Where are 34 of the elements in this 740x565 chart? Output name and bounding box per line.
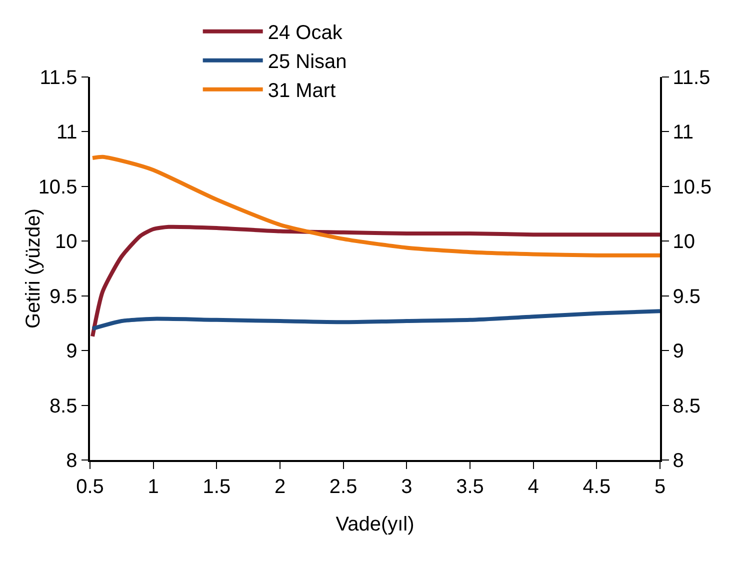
y-tick-label: 11 — [56, 122, 78, 144]
legend-label: 24 Ocak — [268, 22, 344, 44]
y2-tick-label: 11 — [672, 122, 694, 144]
y-tick-label: 9.5 — [49, 286, 78, 308]
legend-label: 25 Nisan — [268, 51, 347, 74]
y2-tick-label: 11.5 — [672, 67, 710, 89]
y2-tick-label: 8.5 — [672, 395, 701, 418]
y-tick-label: 10 — [55, 231, 78, 254]
y2-tick-label: 8 — [672, 450, 684, 472]
y-tick-label: 11.5 — [40, 67, 78, 89]
line-series — [90, 309, 660, 331]
y-tick-label: 10.5 — [38, 176, 78, 198]
y2-tick-label: 9.5 — [672, 286, 701, 308]
x-axis-title: Vade(yıl) — [336, 514, 414, 536]
y-tick-label: 8 — [66, 450, 78, 472]
y-tick-label: 9 — [66, 340, 78, 363]
y2-tick-label: 10.5 — [672, 176, 712, 198]
line-series — [90, 154, 660, 258]
x-tick-label: 1 — [148, 476, 159, 498]
y-axis-title: Getiri (yüzde) — [22, 208, 44, 329]
x-tick-label: 1.5 — [202, 476, 231, 498]
x-tick-label: 2 — [274, 476, 286, 498]
y2-tick-label: 9 — [672, 340, 684, 363]
y2-tick-label: 10 — [672, 231, 695, 254]
line-series — [90, 224, 660, 338]
legend-label: 31 Mart — [268, 80, 336, 102]
x-tick-label: 2.5 — [329, 476, 358, 498]
x-tick-label: 4 — [528, 476, 539, 498]
x-tick-label: 0.5 — [76, 476, 104, 498]
x-tick-label: 4.5 — [582, 476, 611, 498]
x-tick-label: 5 — [654, 476, 666, 498]
x-tick-label: 3.5 — [456, 476, 484, 498]
x-tick-label: 3 — [401, 476, 412, 498]
y-tick-label: 8.5 — [49, 395, 78, 418]
